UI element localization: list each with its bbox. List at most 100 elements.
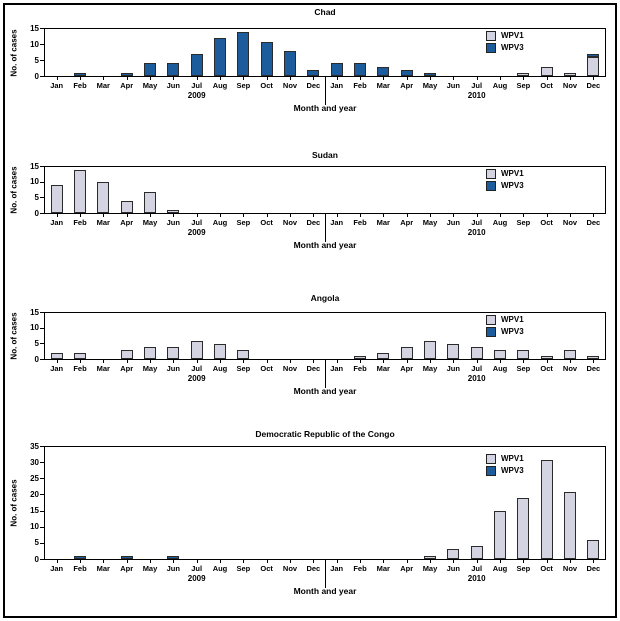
legend-label: WPV3 <box>501 43 524 52</box>
year-divider-line <box>325 214 326 242</box>
month-label: Jun <box>446 218 460 227</box>
bar-segment-wpv3 <box>400 69 413 76</box>
x-tick-mark <box>453 77 455 80</box>
bar-segment-wpv3 <box>214 38 226 76</box>
bar-feb-2009 <box>74 72 86 76</box>
month-label: Feb <box>353 364 367 373</box>
month-label: Nov <box>562 218 578 227</box>
bar-segment-wpv3 <box>377 66 390 76</box>
month-label: Sep <box>236 81 251 90</box>
x-tick-mark <box>313 77 315 80</box>
year-label: 2009 <box>187 91 206 100</box>
bar-nov-2010 <box>564 491 576 559</box>
y-tick-mark <box>40 328 44 329</box>
bar-dec-2010 <box>587 54 600 76</box>
bar-segment-wpv3 <box>120 72 133 76</box>
y-axis-title: No. of cases <box>9 479 19 527</box>
bar-may-2009 <box>144 191 156 213</box>
x-tick-mark <box>336 560 338 563</box>
x-tick-mark <box>336 360 338 363</box>
month-label: Aug <box>212 81 228 90</box>
month-label: May <box>142 564 158 573</box>
legend-item-wpv1: WPV1 <box>486 314 524 326</box>
month-label: Dec <box>306 81 321 90</box>
legend-item-wpv3: WPV3 <box>486 180 524 192</box>
bar-segment-wpv1 <box>447 343 460 359</box>
x-tick-mark <box>220 77 221 80</box>
x-tick-mark <box>593 560 595 563</box>
month-label: Jan <box>330 364 344 373</box>
y-tick-label: 10 <box>30 522 39 532</box>
month-label: May <box>142 364 158 373</box>
month-label: Jul <box>471 564 483 573</box>
bar-feb-2009 <box>74 352 86 359</box>
year-divider-line <box>325 77 326 105</box>
y-tick-label: 10 <box>30 323 39 333</box>
y-tick-mark <box>40 559 44 560</box>
y-axis-title: No. of cases <box>9 166 19 214</box>
bar-feb-2009 <box>74 170 86 213</box>
bar-segment-wpv1 <box>424 340 436 359</box>
x-tick-mark <box>476 560 478 563</box>
bar-segment-wpv3 <box>237 32 250 76</box>
x-axis-title: Month and year <box>293 586 357 596</box>
x-tick-mark <box>593 77 595 80</box>
legend: WPV1 WPV3 <box>486 168 524 192</box>
y-tick-label: 0 <box>34 554 39 564</box>
legend-swatch-wpv1 <box>486 31 496 41</box>
x-tick-mark <box>406 77 408 80</box>
bar-dec-2009 <box>307 69 320 76</box>
y-tick-mark <box>40 76 44 77</box>
plot-area <box>44 312 606 360</box>
bar-mar-2010 <box>377 352 390 359</box>
legend-label: WPV3 <box>501 327 524 336</box>
bar-segment-wpv1 <box>354 355 366 359</box>
month-label: Nov <box>282 218 298 227</box>
bar-segment-wpv1 <box>447 549 460 559</box>
month-label: Apr <box>400 364 414 373</box>
x-tick-mark <box>150 214 151 217</box>
y-tick-mark <box>40 312 44 313</box>
bar-oct-2010 <box>540 66 553 76</box>
x-tick-mark <box>80 560 81 563</box>
legend-label: WPV1 <box>501 31 524 40</box>
x-tick-mark <box>453 214 455 217</box>
plot-area <box>44 166 606 214</box>
month-label: Jul <box>191 218 203 227</box>
month-label: Nov <box>562 564 578 573</box>
bar-segment-wpv1 <box>564 491 576 559</box>
bar-may-2010 <box>424 340 436 359</box>
bar-feb-2009 <box>74 555 86 559</box>
x-tick-mark <box>56 214 58 217</box>
x-tick-mark <box>243 214 245 217</box>
bar-segment-wpv1 <box>587 57 600 76</box>
bar-segment-wpv1 <box>494 511 506 559</box>
x-tick-mark <box>523 360 525 363</box>
x-tick-mark <box>500 360 501 363</box>
bar-dec-2010 <box>587 539 600 559</box>
bar-may-2010 <box>424 555 436 559</box>
bar-segment-wpv1 <box>97 182 110 213</box>
x-tick-mark <box>500 214 501 217</box>
bar-segment-wpv3 <box>190 54 203 76</box>
x-tick-mark <box>430 560 431 563</box>
x-tick-mark <box>80 360 81 363</box>
x-tick-mark <box>336 77 338 80</box>
bar-apr-2010 <box>400 346 413 359</box>
bar-segment-wpv1 <box>587 355 600 359</box>
x-axis-title: Month and year <box>293 103 357 113</box>
bar-segment-wpv1 <box>517 72 530 76</box>
x-tick-mark <box>103 360 105 363</box>
month-label: Oct <box>260 81 273 90</box>
month-label: Mar <box>376 564 390 573</box>
legend-item-wpv1: WPV1 <box>486 30 524 42</box>
bar-jun-2010 <box>447 343 460 359</box>
x-tick-mark <box>313 214 315 217</box>
month-label: Aug <box>492 364 508 373</box>
month-label: Sep <box>516 564 531 573</box>
y-tick-mark <box>40 511 44 512</box>
month-label: May <box>142 81 158 90</box>
x-tick-mark <box>243 77 245 80</box>
x-tick-mark <box>476 360 478 363</box>
x-tick-mark <box>290 214 291 217</box>
